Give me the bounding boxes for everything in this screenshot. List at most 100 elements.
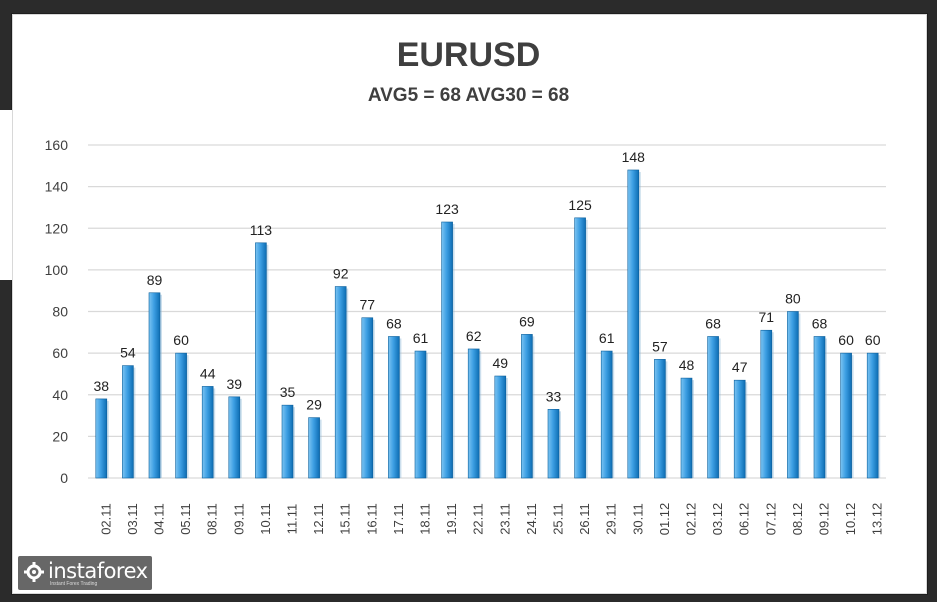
bar bbox=[388, 336, 400, 479]
x-tick-label: 08.12 bbox=[790, 503, 805, 536]
bar bbox=[281, 404, 294, 479]
data-label: 44 bbox=[200, 365, 216, 381]
bar bbox=[787, 311, 799, 479]
data-label: 47 bbox=[732, 359, 748, 375]
data-label: 123 bbox=[435, 201, 459, 217]
bar bbox=[122, 365, 134, 479]
y-tick-label: 20 bbox=[52, 428, 68, 444]
data-label: 125 bbox=[568, 197, 592, 213]
x-tick-label: 07.12 bbox=[763, 503, 778, 536]
data-label: 29 bbox=[306, 397, 322, 413]
data-label: 48 bbox=[679, 357, 695, 373]
x-tick-label: 12.11 bbox=[311, 503, 326, 535]
x-tick-label: 08.11 bbox=[205, 503, 220, 535]
data-label: 33 bbox=[546, 388, 562, 404]
data-label: 92 bbox=[333, 266, 349, 282]
x-tick-label: 16.11 bbox=[364, 503, 379, 535]
bar bbox=[361, 317, 374, 479]
bar bbox=[600, 350, 613, 479]
x-tick-label: 22.11 bbox=[471, 503, 486, 535]
x-tick-label: 09.11 bbox=[231, 503, 246, 535]
data-label: 49 bbox=[493, 355, 509, 371]
bar bbox=[627, 169, 640, 479]
instaforex-logo: instaforex Instant Forex Trading bbox=[18, 556, 152, 590]
gridlines bbox=[88, 144, 886, 479]
bar bbox=[175, 352, 187, 479]
y-tick-label: 60 bbox=[52, 345, 68, 361]
data-label: 60 bbox=[173, 332, 189, 348]
x-tick-label: 29.11 bbox=[604, 503, 619, 535]
bar bbox=[201, 386, 214, 479]
bar bbox=[866, 352, 879, 479]
x-tick-label: 18.11 bbox=[418, 503, 433, 535]
x-tick-label: 17.11 bbox=[391, 503, 406, 535]
y-tick-label: 0 bbox=[60, 470, 68, 486]
logo-wordmark: instaforex bbox=[48, 559, 148, 583]
x-tick-label: 03.12 bbox=[710, 503, 725, 536]
data-label: 71 bbox=[759, 309, 775, 325]
bar bbox=[95, 398, 108, 479]
data-label: 69 bbox=[519, 313, 535, 329]
data-label: 57 bbox=[652, 338, 668, 354]
bar bbox=[334, 286, 347, 479]
bar bbox=[707, 336, 719, 479]
bar bbox=[547, 409, 560, 479]
x-tick-label: 19.11 bbox=[444, 503, 459, 535]
data-label: 62 bbox=[466, 328, 482, 344]
x-tick-label: 04.11 bbox=[152, 503, 167, 535]
bar bbox=[228, 396, 241, 479]
data-label: 77 bbox=[360, 297, 376, 313]
bar bbox=[308, 417, 320, 479]
data-label: 61 bbox=[413, 330, 429, 346]
bar bbox=[654, 359, 666, 479]
data-label: 89 bbox=[147, 272, 163, 288]
data-label: 68 bbox=[386, 315, 402, 331]
y-tick-label: 160 bbox=[45, 137, 69, 153]
bar bbox=[680, 377, 693, 479]
bar bbox=[255, 242, 267, 479]
x-tick-label: 10.11 bbox=[258, 503, 273, 535]
chart-subtitle: AVG5 = 68 AVG30 = 68 bbox=[367, 85, 570, 106]
x-tick-label: 10.12 bbox=[843, 503, 858, 536]
chart-title: EURUSD bbox=[396, 36, 541, 74]
bar bbox=[574, 217, 586, 479]
data-label: 54 bbox=[120, 345, 136, 361]
data-label: 60 bbox=[838, 332, 854, 348]
x-tick-label: 02.11 bbox=[98, 503, 113, 535]
data-label: 61 bbox=[599, 330, 615, 346]
bar bbox=[733, 379, 746, 479]
y-tick-label: 120 bbox=[45, 220, 69, 236]
bar bbox=[441, 221, 453, 479]
data-label: 68 bbox=[705, 315, 721, 331]
x-tick-label: 11.11 bbox=[285, 504, 300, 535]
bar bbox=[840, 352, 852, 479]
x-tick-label: 03.11 bbox=[125, 503, 140, 535]
logo-tagline: Instant Forex Trading bbox=[50, 581, 98, 587]
data-label: 39 bbox=[227, 376, 243, 392]
chart-panel bbox=[12, 14, 927, 594]
x-tick-label: 30.11 bbox=[630, 503, 645, 535]
bar bbox=[414, 350, 427, 479]
x-tick-label: 01.12 bbox=[657, 503, 672, 536]
data-labels: 38 54 89 60 44 39 113 35 29 92 77 68 61 123 62 49 69 33 12… bbox=[94, 149, 881, 413]
cropped-left-edge bbox=[0, 110, 12, 280]
x-tick-label: 05.11 bbox=[178, 503, 193, 535]
bars bbox=[95, 169, 881, 479]
data-label: 38 bbox=[94, 378, 110, 394]
bar bbox=[494, 375, 507, 479]
y-tick-label: 140 bbox=[45, 179, 69, 195]
data-label: 148 bbox=[622, 149, 646, 165]
y-tick-label: 80 bbox=[52, 304, 68, 320]
x-tick-label: 13.12 bbox=[870, 503, 885, 536]
x-tick-label: 24.11 bbox=[524, 503, 539, 535]
y-tick-label: 40 bbox=[52, 387, 68, 403]
x-tick-label: 02.12 bbox=[684, 503, 699, 536]
x-tick-label: 09.12 bbox=[817, 503, 832, 536]
data-label: 35 bbox=[280, 384, 296, 400]
data-label: 80 bbox=[785, 291, 801, 307]
x-tick-label: 15.11 bbox=[338, 503, 353, 535]
y-axis-ticks: 0 20 40 60 80 100 120 140 160 bbox=[45, 137, 69, 486]
x-tick-label: 26.11 bbox=[577, 503, 592, 535]
instaforex-gear-icon bbox=[24, 562, 44, 582]
